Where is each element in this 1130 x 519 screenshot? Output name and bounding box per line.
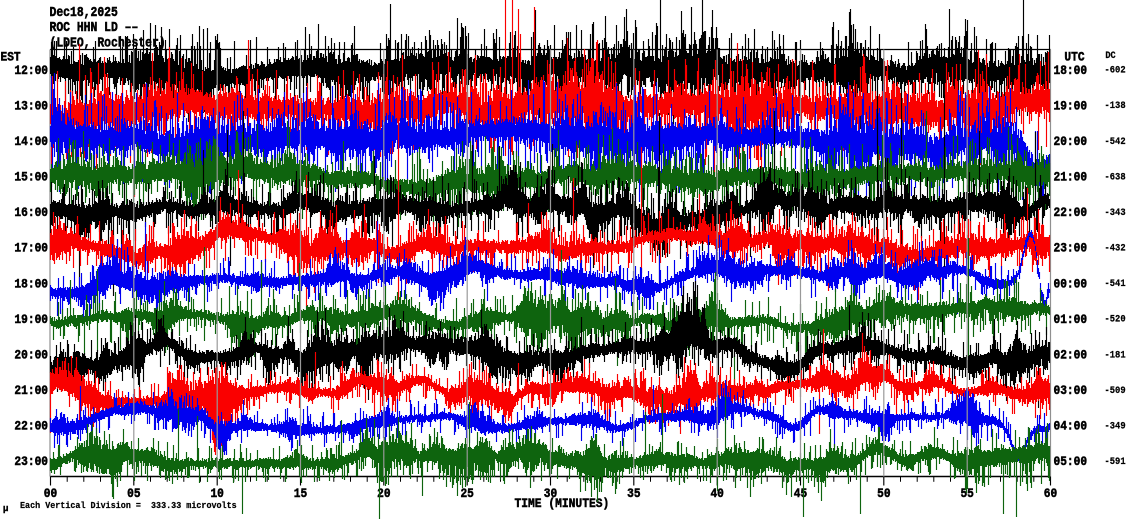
- svg-text:00: 00: [44, 486, 57, 501]
- svg-text:14:00: 14:00: [14, 134, 48, 149]
- svg-text:12:00: 12:00: [14, 63, 48, 78]
- svg-text:04:00: 04:00: [1054, 419, 1088, 434]
- svg-text:13:00: 13:00: [14, 99, 48, 114]
- svg-text:01:00: 01:00: [1054, 312, 1088, 327]
- svg-text:18:00: 18:00: [1054, 63, 1088, 78]
- svg-text:40: 40: [710, 486, 723, 501]
- svg-text:21:00: 21:00: [14, 383, 48, 398]
- svg-text:20:00: 20:00: [1054, 134, 1088, 149]
- svg-text:-181: -181: [1105, 349, 1126, 361]
- svg-text:05:00: 05:00: [1054, 454, 1088, 469]
- svg-text:-602: -602: [1105, 64, 1126, 76]
- svg-text:16:00: 16:00: [14, 205, 48, 220]
- svg-text:18:00: 18:00: [14, 277, 48, 292]
- svg-text:UTC: UTC: [1064, 50, 1084, 65]
- svg-text:55: 55: [960, 486, 973, 501]
- svg-text:03:00: 03:00: [1054, 383, 1088, 398]
- svg-text:23:00: 23:00: [14, 454, 48, 469]
- svg-text:19:00: 19:00: [1054, 99, 1088, 114]
- svg-text:20:00: 20:00: [14, 348, 48, 363]
- svg-text:23:00: 23:00: [1054, 241, 1088, 256]
- svg-text:02:00: 02:00: [1054, 348, 1088, 363]
- svg-text:30: 30: [544, 486, 557, 501]
- svg-text:21:00: 21:00: [1054, 170, 1088, 185]
- svg-text:50: 50: [877, 486, 890, 501]
- svg-text:25: 25: [460, 486, 473, 501]
- svg-text:05: 05: [127, 486, 140, 501]
- svg-text:19:00: 19:00: [14, 312, 48, 327]
- svg-text:-541: -541: [1105, 277, 1126, 289]
- svg-text:45: 45: [794, 486, 807, 501]
- svg-text:-138: -138: [1105, 100, 1126, 112]
- svg-text:DC: DC: [1105, 50, 1116, 62]
- svg-text:EST: EST: [1, 50, 21, 65]
- svg-text:-343: -343: [1105, 206, 1126, 218]
- svg-text:-542: -542: [1105, 135, 1126, 147]
- svg-text:60: 60: [1044, 486, 1057, 501]
- svg-text:Each Vertical Division = 333.: Each Vertical Division = 333.33 microvol…: [20, 501, 237, 511]
- svg-text:-349: -349: [1105, 420, 1126, 432]
- svg-text:TIME (MINUTES): TIME (MINUTES): [515, 496, 610, 511]
- svg-text:-638: -638: [1105, 171, 1126, 183]
- svg-text:-432: -432: [1105, 242, 1126, 254]
- svg-text:10: 10: [210, 486, 223, 501]
- svg-text:ROC HHN LD ––: ROC HHN LD ––: [50, 20, 139, 35]
- svg-text:-591: -591: [1105, 455, 1126, 467]
- svg-text:15:00: 15:00: [14, 170, 48, 185]
- svg-text:Dec18,2025: Dec18,2025: [50, 5, 118, 20]
- svg-text:-509: -509: [1105, 384, 1126, 396]
- svg-text:15: 15: [294, 486, 307, 501]
- svg-text:20: 20: [377, 486, 390, 501]
- svg-text:µ: µ: [3, 504, 8, 514]
- svg-text:22:00: 22:00: [14, 419, 48, 434]
- svg-text:22:00: 22:00: [1054, 205, 1088, 220]
- svg-text:-520: -520: [1105, 313, 1126, 325]
- svg-text:35: 35: [627, 486, 640, 501]
- svg-text:00:00: 00:00: [1054, 277, 1088, 292]
- svg-text:17:00: 17:00: [14, 241, 48, 256]
